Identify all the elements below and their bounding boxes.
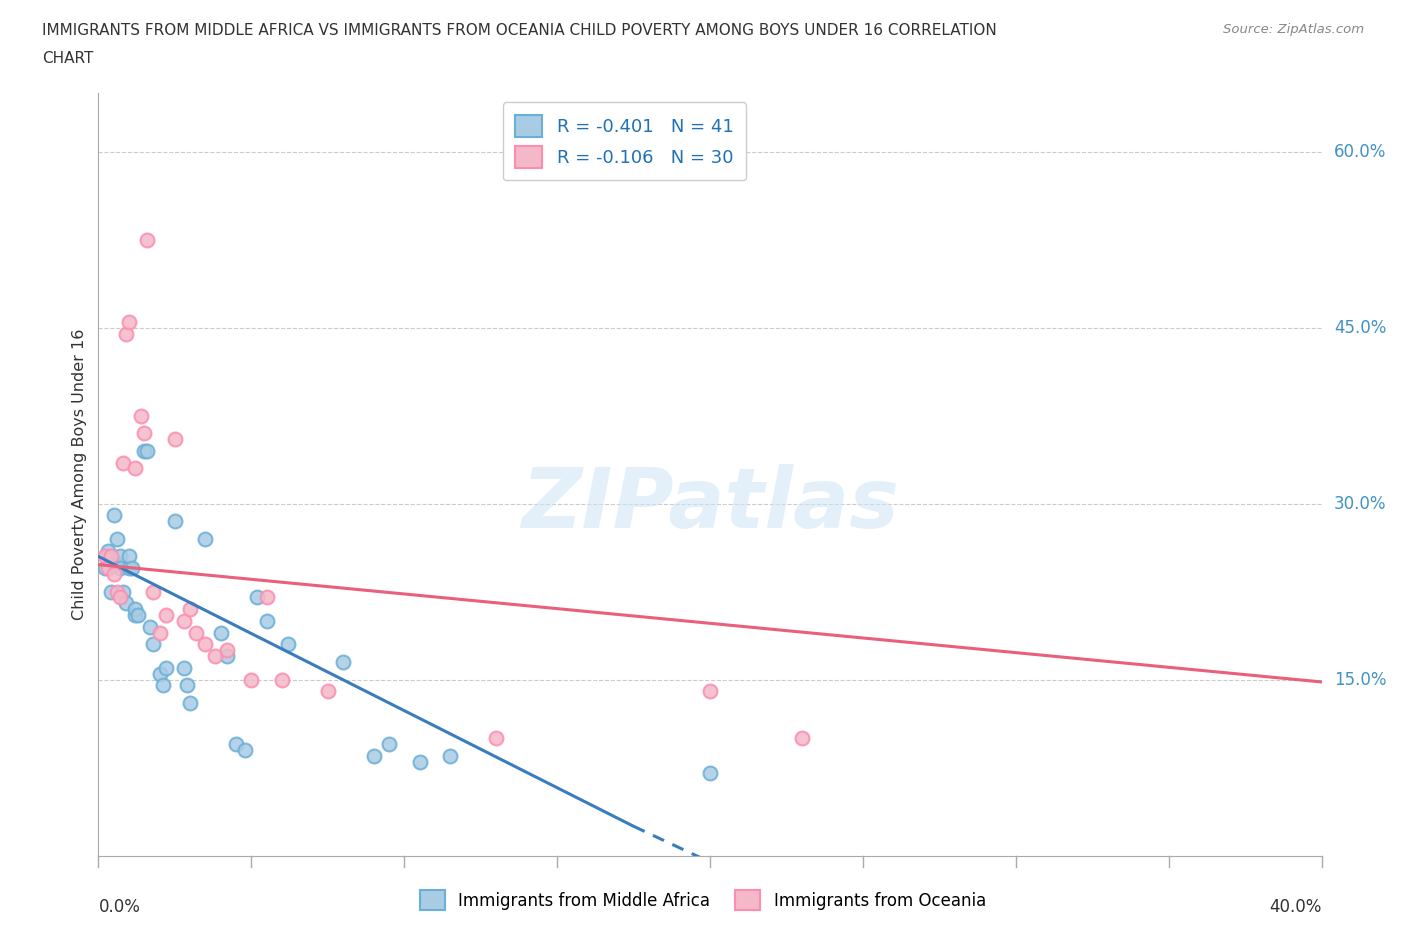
Point: [256, 590, 278, 604]
Point: [134, 444, 156, 458]
Point: [100, 549, 122, 564]
Point: [124, 607, 146, 622]
Point: [111, 584, 134, 599]
Point: [93, 549, 115, 564]
Point: [149, 625, 172, 640]
Y-axis label: Child Poverty Among Boys Under 16: Child Poverty Among Boys Under 16: [72, 328, 87, 620]
Point: [176, 678, 198, 693]
Point: [103, 566, 125, 581]
Point: [173, 660, 195, 675]
Point: [100, 584, 122, 599]
Point: [155, 607, 177, 622]
Text: 0.0%: 0.0%: [98, 897, 141, 915]
Point: [163, 432, 186, 446]
Point: [108, 590, 131, 604]
Text: Source: ZipAtlas.com: Source: ZipAtlas.com: [1223, 23, 1364, 36]
Point: [256, 614, 278, 629]
Point: [233, 742, 256, 757]
Text: CHART: CHART: [42, 51, 94, 66]
Point: [225, 737, 247, 751]
Text: 15.0%: 15.0%: [1334, 671, 1386, 688]
Text: IMMIGRANTS FROM MIDDLE AFRICA VS IMMIGRANTS FROM OCEANIA CHILD POVERTY AMONG BOY: IMMIGRANTS FROM MIDDLE AFRICA VS IMMIGRA…: [42, 23, 997, 38]
Point: [134, 426, 156, 441]
Point: [277, 637, 299, 652]
Point: [155, 660, 177, 675]
Point: [129, 408, 152, 423]
Point: [439, 749, 461, 764]
Text: 60.0%: 60.0%: [1334, 142, 1386, 161]
Text: 40.0%: 40.0%: [1270, 897, 1322, 915]
Point: [142, 637, 165, 652]
Point: [136, 444, 159, 458]
Point: [118, 549, 141, 564]
Point: [215, 649, 238, 664]
Point: [173, 614, 195, 629]
Point: [105, 584, 128, 599]
Text: ZIPatlas: ZIPatlas: [522, 464, 898, 545]
Point: [408, 754, 430, 769]
Point: [111, 455, 134, 470]
Point: [194, 531, 217, 546]
Point: [209, 625, 232, 640]
Point: [485, 731, 508, 746]
Point: [246, 590, 269, 604]
Point: [118, 561, 141, 576]
Point: [179, 602, 201, 617]
Point: [316, 684, 339, 698]
Point: [204, 649, 226, 664]
Point: [363, 749, 385, 764]
Point: [699, 684, 721, 698]
Point: [105, 531, 128, 546]
Point: [115, 596, 138, 611]
Point: [163, 513, 186, 528]
Point: [378, 737, 401, 751]
Point: [93, 561, 115, 576]
Point: [136, 232, 159, 247]
Point: [124, 461, 146, 476]
Point: [118, 314, 141, 329]
Point: [115, 326, 138, 341]
Point: [139, 619, 162, 634]
Point: [179, 696, 201, 711]
Legend: R = -0.401   N = 41, R = -0.106   N = 30: R = -0.401 N = 41, R = -0.106 N = 30: [502, 102, 747, 180]
Point: [790, 731, 813, 746]
Point: [103, 508, 125, 523]
Point: [108, 549, 131, 564]
Point: [332, 655, 354, 670]
Point: [127, 607, 149, 622]
Point: [103, 555, 125, 570]
Text: 45.0%: 45.0%: [1334, 319, 1386, 337]
Point: [215, 643, 238, 658]
Point: [186, 625, 208, 640]
Legend: Immigrants from Middle Africa, Immigrants from Oceania: Immigrants from Middle Africa, Immigrant…: [413, 884, 993, 917]
Point: [108, 561, 131, 576]
Point: [152, 678, 174, 693]
Point: [240, 672, 263, 687]
Text: 30.0%: 30.0%: [1334, 495, 1386, 512]
Point: [699, 766, 721, 781]
Point: [142, 584, 165, 599]
Point: [124, 602, 146, 617]
Point: [270, 672, 292, 687]
Point: [194, 637, 217, 652]
Point: [149, 666, 172, 681]
Point: [97, 543, 120, 558]
Point: [121, 561, 143, 576]
Point: [97, 561, 120, 576]
